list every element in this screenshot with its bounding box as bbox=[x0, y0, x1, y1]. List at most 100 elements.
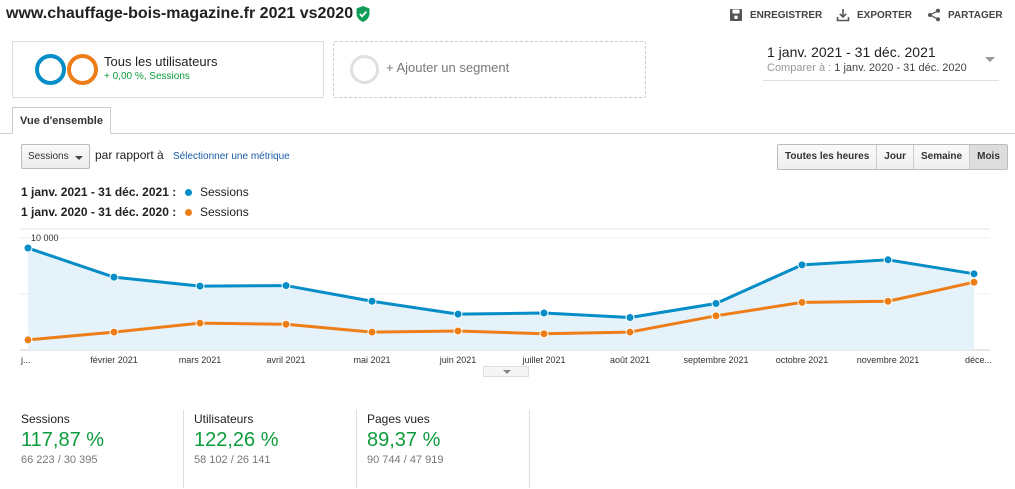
data-point-2021 bbox=[281, 281, 291, 291]
save-label: ENREGISTRER bbox=[750, 9, 823, 21]
data-point-2020 bbox=[539, 329, 549, 339]
data-point-2020 bbox=[969, 277, 979, 287]
data-point-2021 bbox=[625, 313, 635, 323]
tab-overview[interactable]: Vue d'ensemble bbox=[12, 107, 111, 134]
series-line-2021 bbox=[27, 246, 975, 320]
report-title: www.chauffage-bois-magazine.fr 2021 vs20… bbox=[6, 5, 354, 22]
add-segment-label: + Ajouter un segment bbox=[386, 60, 510, 75]
data-point-2020 bbox=[367, 327, 377, 337]
metric-users: Utilisateurs 122,26 % 58 102 / 26 141 bbox=[184, 410, 357, 488]
data-point-2021 bbox=[367, 296, 377, 306]
metric-values: 58 102 / 26 141 bbox=[194, 454, 271, 466]
y-tick-label: 10 000 bbox=[31, 233, 59, 243]
verified-shield-icon bbox=[356, 6, 370, 22]
compare-value: 1 janv. 2020 - 31 déc. 2020 bbox=[834, 62, 967, 74]
segment-ring-orange-icon bbox=[67, 54, 98, 85]
save-icon bbox=[730, 9, 742, 21]
legend-series: Sessions bbox=[200, 185, 249, 199]
share-button[interactable]: PARTAGER bbox=[927, 8, 1003, 22]
data-point-2021 bbox=[539, 308, 549, 318]
segment-subtitle: + 0,00 %, Sessions bbox=[104, 71, 190, 82]
x-tick-label: octobre 2021 bbox=[776, 355, 829, 365]
data-point-2021 bbox=[711, 299, 721, 309]
add-segment-button[interactable]: + Ajouter un segment bbox=[333, 41, 646, 98]
date-range-main: 1 janv. 2021 - 31 déc. 2021 bbox=[767, 44, 936, 60]
series-line-2020 bbox=[27, 280, 975, 342]
data-point-2020 bbox=[195, 318, 205, 328]
chart-resize-handle[interactable] bbox=[483, 366, 529, 377]
metric-name: Pages vues bbox=[367, 412, 430, 426]
metric-pageviews: Pages vues 89,37 % 90 744 / 47 919 bbox=[357, 410, 530, 488]
legend-dot-blue bbox=[185, 188, 192, 196]
chevron-down-icon bbox=[75, 156, 83, 160]
period-month-button[interactable]: Mois bbox=[970, 145, 1007, 169]
data-point-2021 bbox=[195, 281, 205, 291]
legend-dot-orange bbox=[185, 208, 192, 216]
share-label: PARTAGER bbox=[948, 9, 1003, 21]
metric-values: 90 744 / 47 919 bbox=[367, 454, 444, 466]
data-point-2020 bbox=[23, 335, 33, 345]
report-header: www.chauffage-bois-magazine.fr 2021 vs20… bbox=[0, 0, 1015, 32]
data-point-2021 bbox=[797, 260, 807, 270]
legend-series: Sessions bbox=[200, 205, 249, 219]
x-tick-label: août 2021 bbox=[610, 355, 650, 365]
select-metric-link[interactable]: Sélectionner une métrique bbox=[173, 151, 290, 162]
tab-divider bbox=[0, 133, 1015, 134]
metric-select[interactable]: Sessions bbox=[21, 144, 90, 169]
legend-row-2021: 1 janv. 2021 - 31 déc. 2021 : Sessions bbox=[21, 184, 249, 200]
chevron-down-icon bbox=[985, 57, 995, 62]
metric-change: 122,26 % bbox=[194, 429, 279, 451]
data-point-2020 bbox=[883, 296, 893, 306]
x-tick-label: juillet 2021 bbox=[521, 355, 565, 365]
x-tick-label: février 2021 bbox=[90, 355, 138, 365]
x-tick-label: juin 2021 bbox=[439, 355, 477, 365]
legend-range: 1 janv. 2021 - 31 déc. 2021 : bbox=[21, 185, 177, 199]
date-range-compare: Comparer à : 1 janv. 2020 - 31 déc. 2020 bbox=[767, 62, 967, 74]
x-tick-label: novembre 2021 bbox=[857, 355, 920, 365]
segment-ring-blue-icon bbox=[35, 54, 66, 85]
data-point-2020 bbox=[625, 327, 635, 337]
data-point-2020 bbox=[797, 297, 807, 307]
metric-values: 66 223 / 30 395 bbox=[21, 454, 98, 466]
data-point-2021 bbox=[453, 309, 463, 319]
data-point-2020 bbox=[281, 319, 291, 329]
empty-segment-ring-icon bbox=[350, 55, 379, 84]
segment-name: Tous les utilisateurs bbox=[104, 54, 218, 69]
period-day-button[interactable]: Jour bbox=[877, 145, 914, 169]
date-range-picker[interactable]: 1 janv. 2021 - 31 déc. 2021 Comparer à :… bbox=[763, 41, 999, 81]
data-point-2021 bbox=[109, 272, 119, 282]
data-point-2021 bbox=[969, 269, 979, 279]
period-selector: Toutes les heures Jour Semaine Mois bbox=[777, 144, 1008, 170]
data-point-2021 bbox=[883, 255, 893, 265]
export-icon bbox=[836, 9, 850, 22]
chevron-down-icon bbox=[503, 370, 511, 374]
data-point-2020 bbox=[453, 326, 463, 336]
legend-row-2020: 1 janv. 2020 - 31 déc. 2020 : Sessions bbox=[21, 204, 249, 220]
export-label: EXPORTER bbox=[857, 9, 913, 21]
data-point-2020 bbox=[711, 311, 721, 321]
period-week-button[interactable]: Semaine bbox=[913, 145, 971, 169]
x-tick-label: avril 2021 bbox=[266, 355, 305, 365]
metric-select-value: Sessions bbox=[28, 151, 69, 162]
data-point-2020 bbox=[109, 327, 119, 337]
x-tick-label: mai 2021 bbox=[353, 355, 390, 365]
metric-change: 117,87 % bbox=[21, 429, 105, 451]
data-point-2021 bbox=[23, 243, 33, 253]
period-hourly-button[interactable]: Toutes les heures bbox=[778, 145, 878, 169]
x-tick-label: déce... bbox=[965, 355, 992, 365]
compare-prefix: Comparer à : bbox=[767, 62, 832, 74]
export-button[interactable]: EXPORTER bbox=[836, 8, 912, 22]
metric-name: Utilisateurs bbox=[194, 412, 254, 426]
legend-range: 1 janv. 2020 - 31 déc. 2020 : bbox=[21, 205, 177, 219]
share-icon bbox=[928, 8, 940, 22]
x-tick-label: mars 2021 bbox=[179, 355, 222, 365]
segment-all-users[interactable]: Tous les utilisateurs + 0,00 %, Sessions bbox=[12, 41, 324, 98]
x-tick-label: septembre 2021 bbox=[683, 355, 748, 365]
metric-change: 89,37 % bbox=[367, 429, 441, 451]
save-button[interactable]: ENREGISTRER bbox=[729, 8, 822, 22]
metric-sessions: Sessions 117,87 % 66 223 / 30 395 bbox=[11, 410, 184, 488]
compare-with-label: par rapport à bbox=[95, 148, 164, 162]
metrics-summary: Sessions 117,87 % 66 223 / 30 395 Utilis… bbox=[11, 410, 530, 488]
x-tick-label: j... bbox=[20, 355, 31, 365]
